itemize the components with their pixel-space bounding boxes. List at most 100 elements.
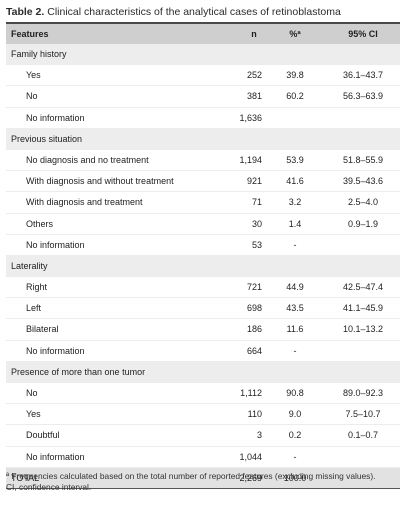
cell-ci: 42.5–47.4 bbox=[342, 282, 384, 293]
cell-feature: Right bbox=[26, 282, 48, 293]
table-row: With diagnosis and without treatment 921 4… bbox=[6, 171, 400, 193]
section-row: Family history bbox=[6, 44, 400, 66]
table-row: No 381 60.2 56.3–63.9 bbox=[6, 86, 400, 108]
cell-feature: Others bbox=[26, 218, 54, 229]
table-caption-label: Table 2. bbox=[6, 6, 45, 18]
cell-ci: 2.5–4.0 bbox=[347, 197, 379, 208]
cell-percent: 44.9 bbox=[286, 282, 304, 293]
table-row: No 1,112 90.8 89.0–92.3 bbox=[6, 383, 400, 405]
cell-feature: No information bbox=[26, 239, 85, 250]
section-row: Previous situation bbox=[6, 128, 400, 150]
cell-ci: 7.5–10.7 bbox=[345, 409, 381, 420]
cell-feature: No bbox=[26, 388, 38, 398]
cell-percent: 100.0 bbox=[283, 472, 307, 483]
cell-n: 1,636 bbox=[239, 112, 262, 123]
cell-n: 53 bbox=[251, 239, 262, 250]
table-footnotes: ª Frequencies calculated based on the to… bbox=[6, 471, 400, 493]
cell-feature: Left bbox=[26, 303, 42, 314]
footnote-ci: CI, confidence interval. bbox=[6, 482, 92, 492]
table-row: No information 664 - bbox=[6, 341, 400, 362]
table-row: No diagnosis and no treatment 1,194 53.9 51… bbox=[6, 150, 400, 172]
cell-percent: 1.4 bbox=[288, 218, 302, 229]
cell-n: 381 bbox=[246, 91, 262, 102]
cell-feature: Presence of more than one tumor bbox=[11, 366, 146, 377]
cell-n: 1,112 bbox=[240, 388, 262, 398]
cell-feature: Yes bbox=[26, 409, 41, 420]
footnote-frequencies: ª Frequencies calculated based on the to… bbox=[6, 471, 376, 481]
cell-ci: 39.5–43.6 bbox=[342, 176, 384, 187]
cell-feature: TOTAL bbox=[11, 472, 40, 483]
cell-feature: Doubtful bbox=[26, 430, 60, 441]
cell-feature: With diagnosis and without treatment bbox=[26, 176, 174, 187]
cell-ci: 0.9–1.9 bbox=[347, 218, 379, 229]
cell-n: 721 bbox=[246, 282, 262, 293]
table-row: Bilateral 186 11.6 10.1–13.2 bbox=[6, 319, 400, 341]
cell-n: 30 bbox=[251, 218, 262, 229]
cell-feature: No diagnosis and no treatment bbox=[26, 154, 149, 165]
header-n: n bbox=[251, 29, 257, 39]
cell-n: 1,044 bbox=[239, 451, 262, 462]
header-ci: 95% CI bbox=[348, 29, 378, 39]
cell-n: 110 bbox=[247, 409, 262, 420]
cell-n: 921 bbox=[246, 176, 262, 187]
cell-n: 664 bbox=[246, 345, 262, 356]
cell-percent: - bbox=[293, 239, 297, 250]
table-row: No information 1,636 bbox=[6, 108, 400, 129]
table-row: Yes 252 39.8 36.1–43.7 bbox=[6, 65, 400, 87]
cell-feature: No information bbox=[26, 345, 85, 356]
cell-feature: No information bbox=[26, 451, 85, 462]
cell-feature: Bilateral bbox=[26, 324, 59, 335]
table-row: No information 53 - bbox=[6, 235, 400, 256]
table-header-row: Features n %ª 95% CI bbox=[6, 24, 400, 44]
cell-n: 186 bbox=[246, 324, 262, 335]
total-row: TOTAL 2,269 100.0 bbox=[6, 467, 400, 489]
cell-percent: 9.0 bbox=[288, 409, 302, 420]
cell-percent: 3.2 bbox=[288, 197, 302, 208]
cell-percent: 0.2 bbox=[288, 430, 302, 441]
cell-ci: 56.3–63.9 bbox=[342, 91, 384, 102]
table-row: Yes 110 9.0 7.5–10.7 bbox=[6, 404, 400, 426]
cell-feature: Previous situation bbox=[11, 133, 83, 144]
cell-ci: 41.1–45.9 bbox=[342, 303, 384, 314]
cell-percent: 60.2 bbox=[286, 91, 304, 102]
cell-ci: 51.8–55.9 bbox=[342, 154, 384, 165]
cell-feature: Family history bbox=[11, 49, 67, 59]
cell-ci: 0.1–0.7 bbox=[347, 430, 379, 441]
cell-percent: 43.5 bbox=[286, 303, 304, 314]
cell-ci: 10.1–13.2 bbox=[342, 324, 384, 335]
header-percent: %ª bbox=[289, 29, 301, 39]
table-row: Right 721 44.9 42.5–47.4 bbox=[6, 277, 400, 299]
clinical-characteristics-table: Features n %ª 95% CI Family history Yes 25… bbox=[6, 24, 400, 489]
cell-percent: 11.6 bbox=[286, 324, 304, 335]
header-features: Features bbox=[11, 29, 49, 39]
cell-n: 71 bbox=[251, 197, 262, 208]
table-caption-text: Clinical characteristics of the analytic… bbox=[47, 6, 341, 18]
table-row: Doubtful 3 0.2 0.1–0.7 bbox=[6, 425, 400, 447]
cell-percent: - bbox=[293, 345, 297, 356]
cell-n: 3 bbox=[256, 430, 262, 441]
table-row: Others 30 1.4 0.9–1.9 bbox=[6, 214, 400, 235]
cell-percent: 41.6 bbox=[286, 176, 304, 187]
cell-percent: 90.8 bbox=[286, 388, 304, 398]
cell-ci: 36.1–43.7 bbox=[342, 70, 384, 81]
cell-n: 1,194 bbox=[239, 154, 262, 165]
section-row: Laterality bbox=[6, 255, 400, 278]
table-row: Left 698 43.5 41.1–45.9 bbox=[6, 298, 400, 320]
cell-percent: 39.8 bbox=[286, 70, 304, 81]
cell-percent: - bbox=[293, 451, 297, 462]
cell-feature: With diagnosis and treatment bbox=[26, 197, 143, 208]
table-row: No information 1,044 - bbox=[6, 447, 400, 468]
cell-feature: No bbox=[26, 91, 38, 102]
cell-feature: No information bbox=[26, 112, 85, 123]
section-row: Presence of more than one tumor bbox=[6, 361, 400, 383]
table-body: Family history Yes 252 39.8 36.1–43.7 No 381 60… bbox=[6, 44, 400, 489]
table-row: With diagnosis and treatment 71 3.2 2.5–4.0 bbox=[6, 192, 400, 214]
cell-n: 252 bbox=[246, 70, 262, 81]
cell-feature: Laterality bbox=[11, 260, 48, 271]
cell-feature: Yes bbox=[26, 70, 41, 81]
table-top-rule bbox=[6, 22, 400, 24]
table-caption: Table 2. Clinical characteristics of the… bbox=[6, 6, 400, 18]
cell-n: 2,269 bbox=[239, 472, 262, 483]
cell-n: 698 bbox=[246, 303, 262, 314]
